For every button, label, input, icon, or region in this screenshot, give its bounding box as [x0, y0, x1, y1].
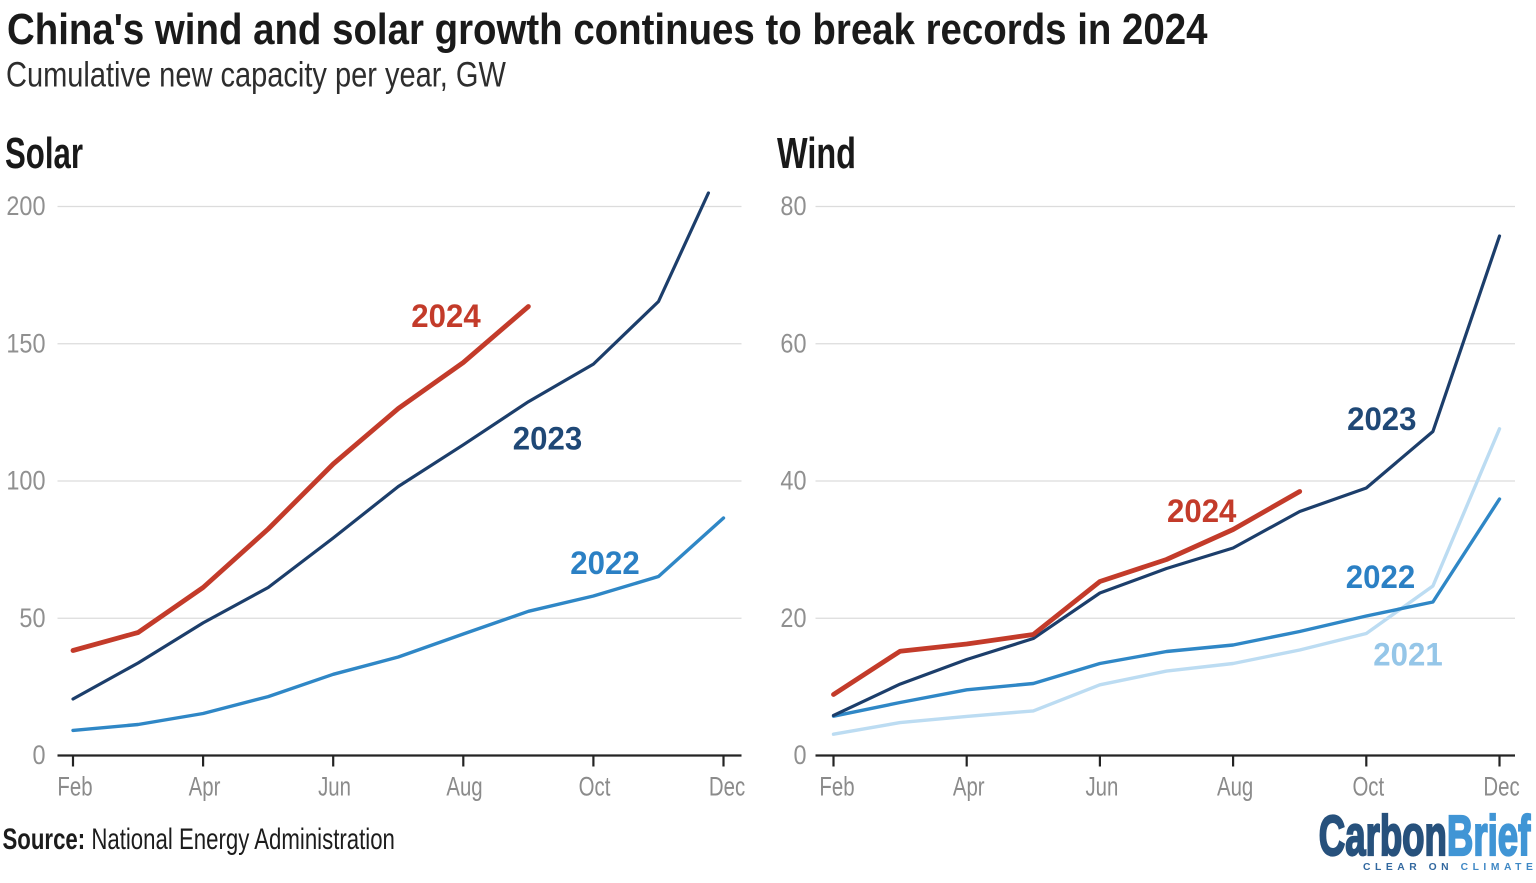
- svg-text:China's wind and solar growth: China's wind and solar growth continues …: [7, 4, 1208, 53]
- svg-text:2023: 2023: [1347, 400, 1416, 437]
- svg-text:100: 100: [6, 466, 45, 496]
- svg-text:2021: 2021: [1373, 636, 1442, 673]
- svg-text:Jun: Jun: [318, 773, 351, 802]
- svg-text:200: 200: [6, 192, 45, 222]
- svg-text:2022: 2022: [1346, 558, 1415, 595]
- svg-text:2024: 2024: [1167, 492, 1237, 529]
- svg-text:0: 0: [793, 741, 806, 771]
- svg-text:20: 20: [780, 603, 806, 633]
- svg-text:80: 80: [780, 192, 806, 222]
- svg-text:Feb: Feb: [57, 773, 92, 802]
- svg-text:Dec: Dec: [1483, 773, 1519, 802]
- svg-text:50: 50: [19, 603, 45, 633]
- svg-text:2022: 2022: [570, 544, 639, 581]
- svg-text:Aug: Aug: [1217, 773, 1253, 802]
- svg-text:60: 60: [780, 329, 806, 359]
- svg-text:Apr: Apr: [189, 773, 221, 802]
- svg-text:0: 0: [32, 741, 45, 771]
- svg-text:Jun: Jun: [1085, 773, 1118, 802]
- svg-text:150: 150: [6, 329, 45, 359]
- svg-text:Dec: Dec: [709, 773, 745, 802]
- svg-text:Oct: Oct: [1352, 773, 1384, 802]
- svg-text:Solar: Solar: [5, 129, 83, 179]
- svg-text:2024: 2024: [411, 297, 481, 334]
- svg-text:Apr: Apr: [953, 773, 985, 802]
- svg-text:Oct: Oct: [579, 773, 611, 802]
- svg-text:2023: 2023: [513, 420, 582, 457]
- svg-text:CLEAR ON CLIMATE: CLEAR ON CLIMATE: [1363, 862, 1536, 873]
- svg-text:Wind: Wind: [777, 129, 856, 178]
- svg-text:Aug: Aug: [446, 773, 482, 802]
- svg-text:Source: National Energy Admini: Source: National Energy Administration: [3, 822, 395, 856]
- svg-text:CarbonBrief: CarbonBrief: [1319, 805, 1531, 868]
- svg-text:40: 40: [780, 466, 806, 496]
- svg-text:Cumulative new capacity per ye: Cumulative new capacity per year, GW: [6, 55, 506, 94]
- svg-text:Feb: Feb: [819, 773, 854, 802]
